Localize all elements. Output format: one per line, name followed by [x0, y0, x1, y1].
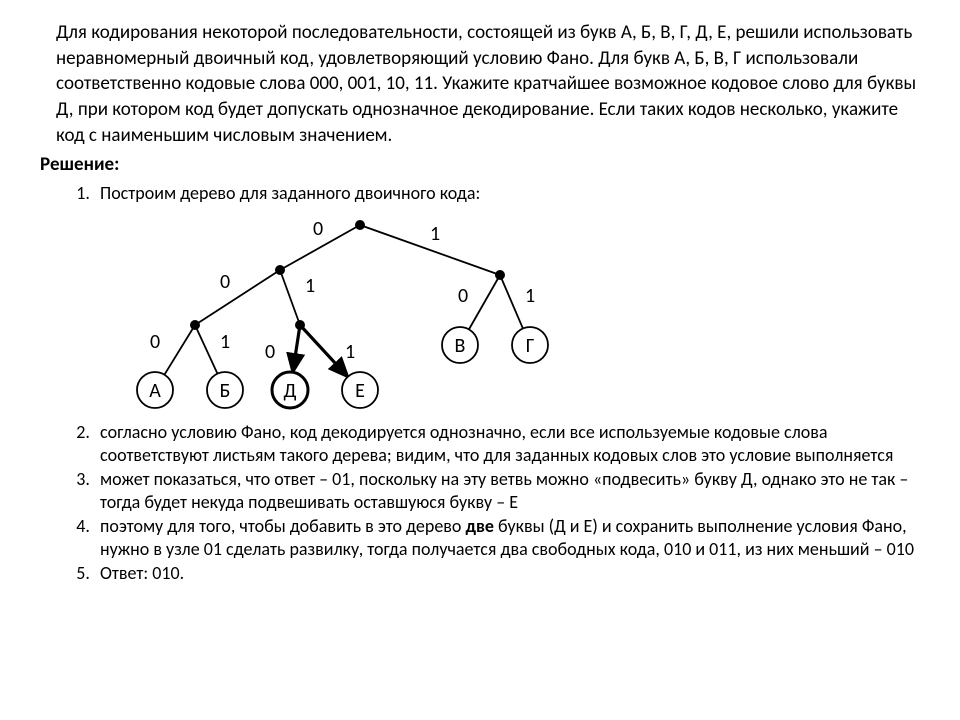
internal-node: [275, 265, 285, 275]
step-4: поэтому для того, чтобы добавить в это д…: [94, 515, 920, 560]
internal-node: [355, 220, 365, 230]
edge-label: 0: [220, 270, 230, 294]
step-1-text: Построим дерево для заданного двоичного …: [100, 182, 480, 204]
step-2: согласно условию Фано, код декодируется …: [94, 421, 920, 466]
problem-text: Для кодирования некоторой последовательн…: [40, 20, 920, 148]
leaf-label: Е: [355, 379, 365, 403]
tree-edge: [500, 275, 523, 328]
tree-diagram: 0 1 0 1 0 1 0 1 0 1 В Г А Б Д Е: [100, 210, 920, 415]
tree-edge: [195, 270, 280, 325]
edge-label: 0: [265, 340, 275, 364]
tree-edge: [164, 325, 195, 375]
step-4a: поэтому для того, чтобы добавить в это д…: [100, 515, 465, 537]
solution-label: Решение:: [40, 152, 920, 178]
leaf-label: А: [149, 379, 161, 403]
internal-node: [295, 320, 305, 330]
edge-label: 1: [430, 222, 440, 246]
step-3: может показаться, что ответ – 01, поскол…: [94, 468, 920, 513]
edge-label: 1: [345, 340, 355, 364]
edge-label: 1: [525, 284, 535, 308]
internal-node: [495, 270, 505, 280]
edge-label: 1: [305, 274, 315, 298]
internal-node: [190, 320, 200, 330]
step-4b: две: [465, 515, 493, 537]
solution-steps: Построим дерево для заданного двоичного …: [40, 182, 920, 585]
leaf-label: Д: [284, 379, 297, 403]
tree-svg: 0 1 0 1 0 1 0 1 0 1 В Г А Б Д Е: [100, 210, 580, 415]
tree-edge: [469, 275, 500, 329]
edge-label: 0: [458, 284, 468, 308]
tree-edge: [280, 270, 300, 325]
step-5: Ответ: 010.: [94, 562, 920, 585]
step-1: Построим дерево для заданного двоичного …: [94, 182, 920, 416]
tree-edge: [195, 325, 217, 374]
leaf-label: Б: [220, 379, 231, 403]
tree-edge: [300, 325, 348, 377]
edge-label: 0: [150, 330, 160, 354]
edge-label: 1: [220, 330, 230, 354]
leaf-label: Г: [526, 334, 535, 358]
edge-label: 0: [313, 217, 323, 241]
tree-edge: [293, 325, 300, 372]
leaf-label: В: [455, 334, 466, 358]
